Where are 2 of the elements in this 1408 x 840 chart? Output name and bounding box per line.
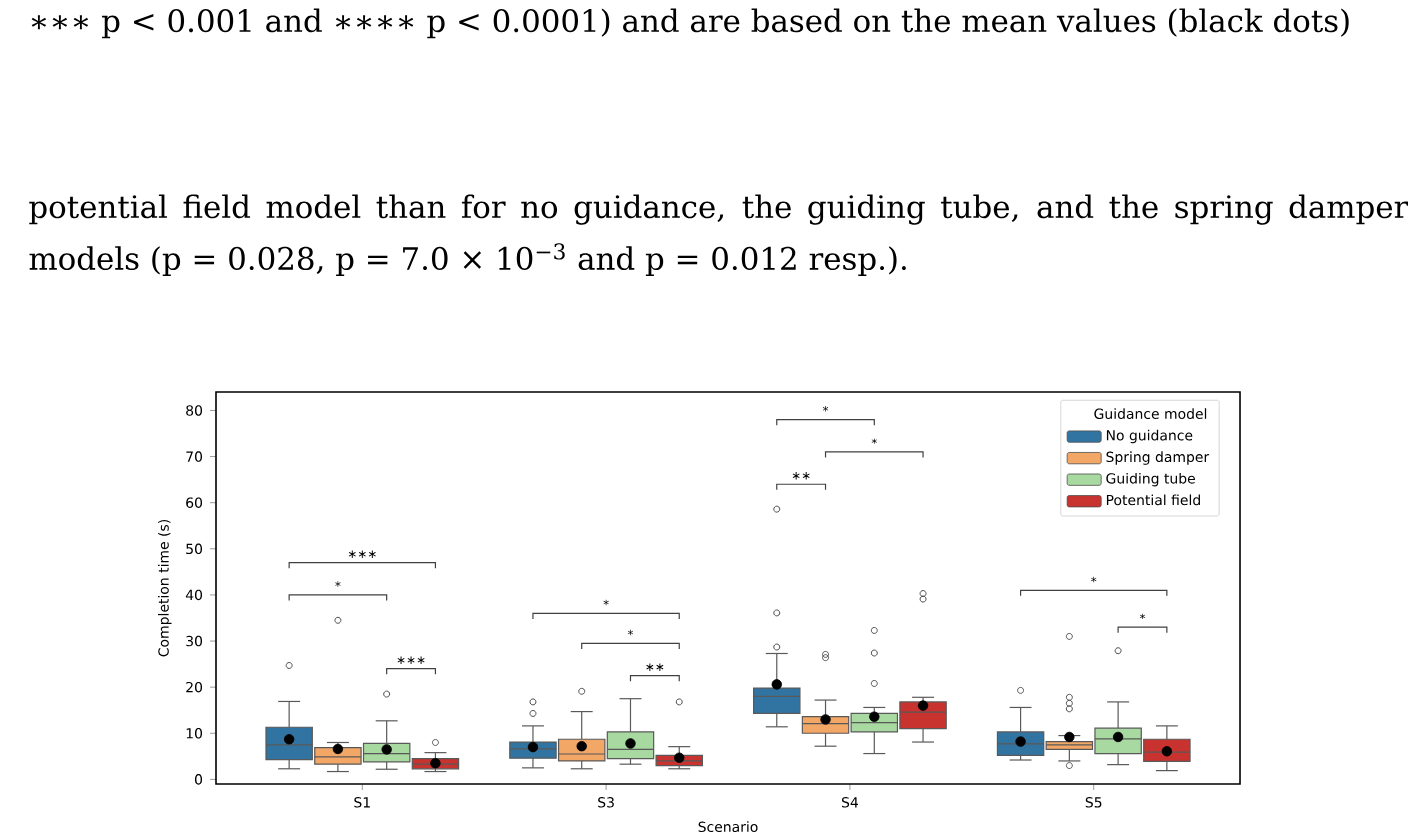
text: potential field model than for no guidance, the guiding tube, and the spring damper models (p = 0.028, p = 7.0 × 10$^{−3}$ and p = 0.012 resp.). (29, 194, 1408, 277)
text: ∗∗∗ p < 0.001 and ∗∗∗∗ p < 0.0001) and are based on the mean values (black dots) (31, 8, 1349, 39)
